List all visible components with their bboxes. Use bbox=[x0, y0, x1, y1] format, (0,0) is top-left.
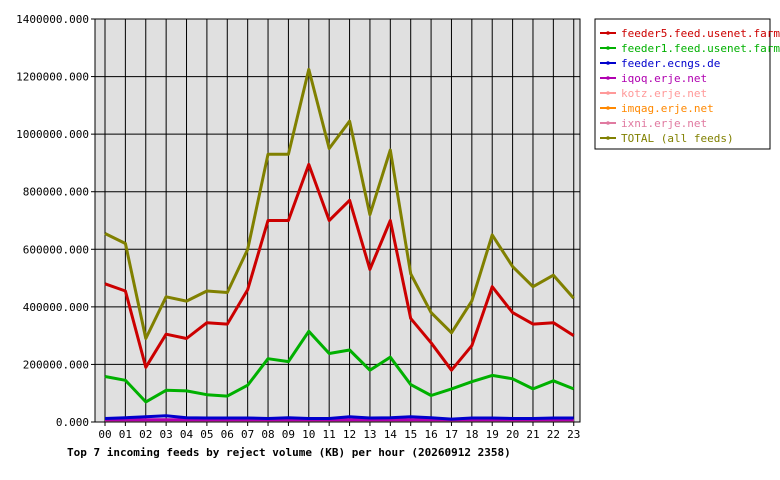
x-tick-label: 02 bbox=[139, 428, 152, 441]
x-tick-label: 22 bbox=[547, 428, 560, 441]
series-line-8 bbox=[104, 67, 575, 340]
y-tick-label: 200000.000 bbox=[23, 358, 89, 371]
legend-label: ixni.erje.net bbox=[621, 117, 707, 130]
x-tick-label: 11 bbox=[323, 428, 336, 441]
legend-label: kotz.erje.net bbox=[621, 87, 707, 100]
x-tick-label: 13 bbox=[363, 428, 376, 441]
x-tick-label: 10 bbox=[302, 428, 315, 441]
x-tick-label: 07 bbox=[241, 428, 254, 441]
series-lines bbox=[104, 67, 575, 423]
y-tick-label: 800000.000 bbox=[23, 186, 89, 199]
x-tick-label: 00 bbox=[98, 428, 111, 441]
x-tick-label: 09 bbox=[282, 428, 295, 441]
x-tick-label: 04 bbox=[180, 428, 194, 441]
y-tick-label: 400000.000 bbox=[23, 301, 89, 314]
y-tick-label: 0.000 bbox=[56, 416, 89, 429]
y-tick-label: 1400000.000 bbox=[16, 13, 89, 26]
x-tick-label: 01 bbox=[119, 428, 132, 441]
y-axis: 0.000 200000.000 400000.000 600000.000 80000… bbox=[16, 13, 95, 429]
x-tick-label: 15 bbox=[404, 428, 417, 441]
legend-marker bbox=[606, 61, 610, 65]
legend-marker bbox=[606, 121, 610, 125]
x-axis: 00 01 02 03 04 05 06 07 08 09 10 11 12 13 14 15 16 17 18 19… bbox=[98, 422, 580, 441]
x-tick-label: 05 bbox=[200, 428, 213, 441]
y-tick-label: 1200000.000 bbox=[16, 71, 89, 84]
x-tick-label: 19 bbox=[486, 428, 499, 441]
x-tick-label: 03 bbox=[160, 428, 173, 441]
x-tick-label: 21 bbox=[526, 428, 539, 441]
x-tick-label: 14 bbox=[384, 428, 398, 441]
legend-marker bbox=[606, 46, 610, 50]
x-tick-label: 06 bbox=[221, 428, 234, 441]
chart-title: Top 7 incoming feeds by reject volume (K… bbox=[67, 446, 511, 459]
legend-label: feeder1.feed.usenet.farm bbox=[621, 42, 780, 55]
y-tick-label: 600000.000 bbox=[23, 243, 89, 256]
x-tick-label: 12 bbox=[343, 428, 356, 441]
x-tick-label: 23 bbox=[567, 428, 580, 441]
x-tick-label: 08 bbox=[261, 428, 274, 441]
series-line-1 bbox=[104, 162, 575, 372]
legend-marker bbox=[606, 91, 610, 95]
legend-label: imqag.erje.net bbox=[621, 102, 714, 115]
legend-box bbox=[594, 18, 771, 150]
series-line-3 bbox=[104, 414, 574, 421]
legend-label: feeder5.feed.usenet.farm bbox=[621, 27, 780, 40]
x-tick-label: 16 bbox=[424, 428, 437, 441]
legend-label: iqoq.erje.net bbox=[621, 72, 707, 85]
legend-marker bbox=[606, 76, 610, 80]
legend-marker bbox=[606, 31, 610, 35]
x-tick-label: 17 bbox=[445, 428, 458, 441]
x-tick-label: 18 bbox=[465, 428, 478, 441]
plot-border bbox=[94, 18, 581, 423]
plot-area bbox=[95, 19, 580, 422]
y-tick-label: 1000000.000 bbox=[16, 128, 89, 141]
legend-label: feeder.ecngs.de bbox=[621, 57, 720, 70]
x-tick-label: 20 bbox=[506, 428, 519, 441]
legend-label: TOTAL (all feeds) bbox=[621, 132, 734, 145]
series-line-2 bbox=[104, 329, 575, 404]
legend-marker bbox=[606, 136, 610, 140]
legend: feeder5.feed.usenet.farm feeder1.feed.use… bbox=[594, 18, 780, 150]
legend-marker bbox=[606, 106, 610, 110]
